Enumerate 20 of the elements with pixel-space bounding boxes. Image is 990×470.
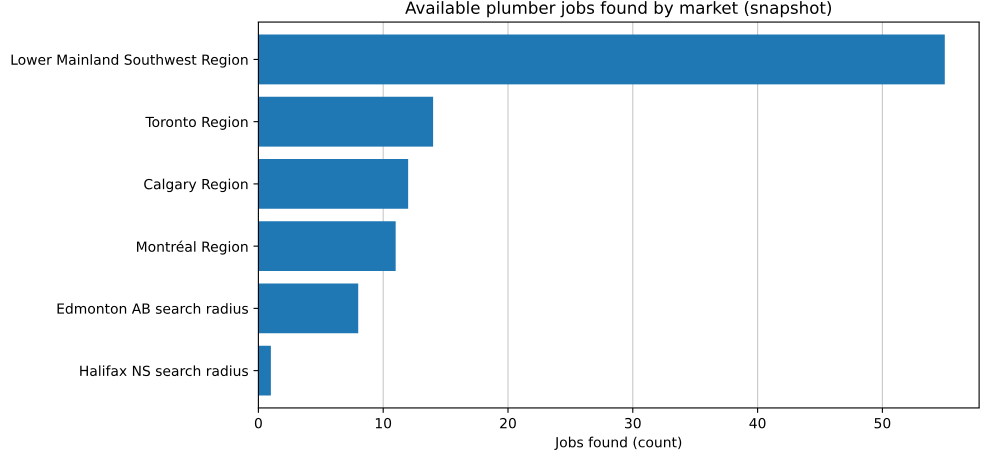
y-tick-label: Toronto Region bbox=[145, 116, 248, 130]
x-tick-label: 40 bbox=[749, 418, 766, 428]
y-tick-label: Montréal Region bbox=[137, 240, 248, 255]
x-tick-label: 0 bbox=[254, 418, 262, 428]
x-tick-label: 50 bbox=[874, 418, 890, 428]
chart-title: Available plumber jobs found by market (snapshot) bbox=[405, 1, 832, 18]
bar bbox=[258, 159, 408, 209]
x-axis-title: Jobs found (count) bbox=[554, 436, 682, 450]
bar bbox=[258, 34, 945, 84]
bar bbox=[258, 96, 434, 147]
bar bbox=[258, 346, 271, 396]
y-tick-label: Calgary Region bbox=[144, 178, 248, 192]
x-tick-label: 10 bbox=[376, 418, 392, 428]
x-tick-label: 20 bbox=[500, 418, 516, 428]
y-tick-label: Halifax NS search radius bbox=[80, 365, 248, 376]
bar bbox=[258, 283, 358, 334]
bar bbox=[258, 221, 396, 272]
y-tick-label: Lower Mainland Southwest Region bbox=[12, 54, 248, 68]
y-tick-label: Edmonton AB search radius bbox=[58, 303, 248, 314]
x-tick-label: 30 bbox=[625, 418, 641, 428]
